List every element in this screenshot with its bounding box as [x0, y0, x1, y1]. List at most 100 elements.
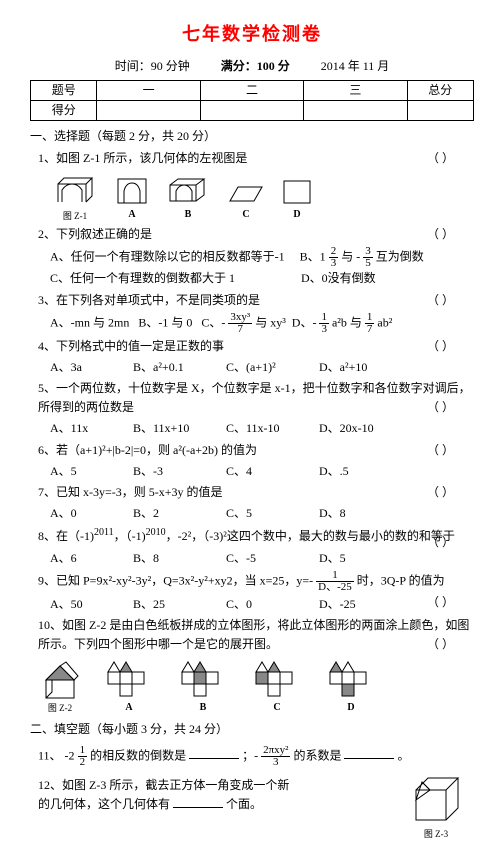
rectangle-icon	[282, 179, 312, 205]
q12-l2: 的几何体，这个几何体有	[38, 797, 170, 811]
q2-row2: C、任何一个有理数的倒数都大于 1 D、0没有倒数	[50, 269, 474, 288]
q4-row: A、3a B、a²+0.1 C、(a+1)² D、a²+10	[50, 358, 474, 377]
q11-pre: 11、 -2	[38, 748, 75, 762]
paper-title: 七年数学检测卷	[30, 20, 474, 49]
frac-n: 1	[365, 312, 375, 324]
arch-oblique-icon	[166, 175, 210, 205]
q3-c-mid: 与 xy³	[255, 315, 286, 329]
q5-text: 5、一个两位数，十位数字是 X，个位数字是 x-1，把十位数字和各位数字对调后，…	[38, 381, 471, 414]
q8-a: A、6	[50, 549, 130, 568]
meta-date: 2014 年 11 月	[321, 59, 390, 73]
q1-figures: 图 Z-1 A B C D	[52, 172, 474, 223]
q2-text: 2、下列叙述正确的是	[38, 227, 152, 241]
q8-c: C、-5	[226, 549, 316, 568]
arch-front-icon	[116, 175, 148, 205]
q2-row1: A、任何一个有理数除以它的相反数都等于-1 B、1 23 与 - 35 互为倒数	[50, 246, 474, 269]
net-a-icon	[104, 660, 154, 698]
question-2: 2、下列叙述正确的是 （ ）	[38, 225, 474, 244]
q9-c: C、0	[226, 595, 316, 614]
option-label: D	[293, 207, 300, 223]
section-1-heading: 一、选择题（每题 2 分，共 20 分）	[30, 127, 474, 146]
q2-b-post: 互为倒数	[376, 250, 424, 264]
q7-a: A、0	[50, 504, 130, 523]
frac-d: 3	[319, 324, 329, 335]
option-label: A	[125, 700, 132, 716]
q12-caption: 图 Z-3	[406, 827, 466, 841]
q8-b: B、8	[133, 549, 223, 568]
frac-n: 3xy³	[228, 312, 252, 324]
answer-paren: （ ）	[427, 441, 454, 460]
cell: 得分	[31, 101, 97, 121]
answer-paren: （ ）	[427, 149, 454, 168]
q10-option-c: C	[252, 660, 302, 716]
q4-b: B、a²+0.1	[133, 358, 223, 377]
q6-d: D、.5	[319, 464, 349, 478]
cell: 一	[97, 80, 200, 100]
question-4: 4、下列格式中的值一定是正数的事 （ ）	[38, 337, 474, 356]
blank-3	[173, 795, 223, 808]
q6-a: A、5	[50, 462, 130, 481]
q10-text: 10、如图 Z-2 是由白色纸板拼成的立体图形，将此立体图形的两面涂上颜色，如图…	[38, 618, 469, 651]
q9-a: A、50	[50, 595, 130, 614]
q8-e2: 2010	[146, 527, 166, 538]
q1-caption: 图 Z-1	[63, 209, 87, 223]
q2-d: D、0没有倒数	[301, 271, 376, 285]
q3-d-mid: a²b 与	[332, 315, 362, 329]
q8-d: D、5	[319, 551, 346, 565]
q5-a: A、11x	[50, 419, 130, 438]
cell: 总分	[407, 80, 473, 100]
prism-solid-icon	[40, 658, 80, 700]
frac-n: 2πxy²	[261, 745, 290, 757]
option-label: B	[185, 207, 192, 223]
question-5: 5、一个两位数，十位数字是 X，个位数字是 x-1，把十位数字和各位数字对调后，…	[38, 379, 474, 417]
q4-c: C、(a+1)²	[226, 358, 316, 377]
option-label: C	[242, 207, 249, 223]
answer-paren: （ ）	[427, 291, 454, 310]
q7-text: 7、已知 x-3y=-3，则 5-x+3y 的值是	[38, 485, 223, 499]
net-d-icon	[326, 660, 376, 698]
q11-mid1: 的相反数的倒数是	[90, 748, 186, 762]
q6-c: C、4	[226, 462, 316, 481]
q5-row: A、11x B、11x+10 C、11x-10 D、20x-10	[50, 419, 474, 438]
frac-n: 1	[316, 570, 354, 582]
cell: 三	[304, 80, 407, 100]
option-label: A	[128, 207, 135, 223]
q7-b: B、2	[133, 504, 223, 523]
parallelogram-icon	[228, 183, 264, 205]
q1-option-a: A	[116, 175, 148, 223]
q8-pre: 8、在（-1)	[38, 529, 94, 543]
answer-paren: （ ）	[427, 593, 454, 612]
frac-d: 3	[329, 258, 339, 269]
q2-c: C、任何一个有理数的倒数都大于 1	[50, 271, 235, 285]
cell: 题号	[31, 80, 97, 100]
q8-e1: 2011	[94, 527, 114, 538]
option-label: C	[273, 700, 280, 716]
q9-pre: 9、已知 P=9x²-xy²-3y²，Q=3x²-y²+xy2，当 x=25，y…	[38, 573, 313, 587]
q10-solid: 图 Z-2	[40, 658, 80, 715]
frac-n: 1	[78, 745, 88, 757]
q3-b: B、-1 与 0	[138, 315, 192, 329]
q9-d: D、-25	[319, 597, 356, 611]
q11-post: 的系数是	[293, 748, 341, 762]
q5-d: D、20x-10	[319, 421, 374, 435]
q1-text: 1、如图 Z-1 所示，该几何体的左视图是	[38, 151, 247, 165]
answer-paren: （ ）	[427, 635, 454, 654]
q1-option-b: B	[166, 175, 210, 223]
blank-1	[189, 746, 239, 759]
q5-b: B、11x+10	[133, 419, 223, 438]
q10-figures: 图 Z-2 A B C	[40, 658, 474, 715]
answer-paren: （ ）	[427, 225, 454, 244]
q10-option-d: D	[326, 660, 376, 716]
q9-row: A、50 B、25 C、0 D、-25	[50, 595, 474, 614]
q4-a: A、3a	[50, 358, 130, 377]
q3-d-post: ab²	[377, 315, 392, 329]
q8-m1: ，（-1)	[114, 529, 146, 543]
q1-option-d: D	[282, 179, 312, 223]
q8-m2: ，-2²，（-3)²这四个数中，最大的数与最小的数的和等于	[166, 529, 455, 543]
blank-2	[344, 746, 394, 759]
frac-n: 1	[319, 312, 329, 324]
q1-solid: 图 Z-1	[52, 172, 98, 223]
q8-row: （ ） A、6 B、8 C、-5 D、5	[50, 549, 474, 568]
frac-d: 3	[261, 757, 290, 768]
cell	[200, 101, 303, 121]
